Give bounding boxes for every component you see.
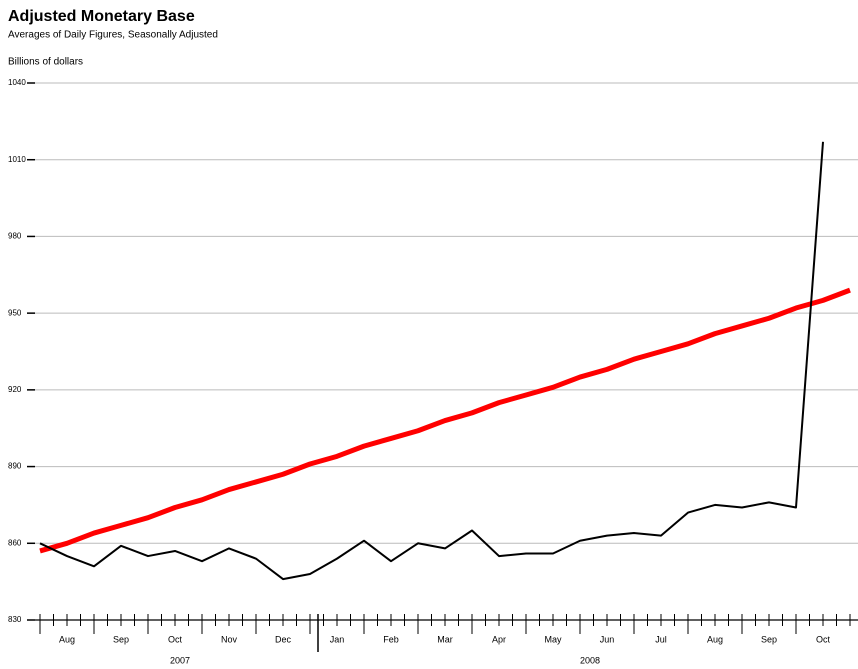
y-tick-label: 950 <box>8 308 22 317</box>
x-tick-label: Jan <box>330 634 345 644</box>
x-tick-label: Aug <box>707 634 723 644</box>
x-tick-label: Jun <box>600 634 615 644</box>
x-tick-label: Dec <box>275 634 292 644</box>
year-label: 2008 <box>580 655 600 665</box>
x-tick-label: Aug <box>59 634 75 644</box>
x-tick-label: Oct <box>816 634 831 644</box>
y-tick-label: 860 <box>8 538 22 547</box>
x-tick-label: Jul <box>655 634 667 644</box>
series-line <box>39 287 851 554</box>
x-tick-label: Feb <box>383 634 399 644</box>
x-tick-label: Mar <box>437 634 453 644</box>
x-tick-label: Sep <box>761 634 777 644</box>
chart-title: Adjusted Monetary Base <box>8 8 195 25</box>
year-label: 2007 <box>170 655 190 665</box>
y-tick-label: 1040 <box>8 78 26 87</box>
y-tick-label: 890 <box>8 462 22 471</box>
y-tick-label: 980 <box>8 232 22 241</box>
x-tick-label: May <box>544 634 562 644</box>
y-axis-label: Billions of dollars <box>8 57 83 68</box>
x-tick-label: Apr <box>492 634 506 644</box>
chart-subtitle: Averages of Daily Figures, Seasonally Ad… <box>8 30 218 41</box>
x-tick-label: Sep <box>113 634 129 644</box>
y-tick-label: 1010 <box>8 155 26 164</box>
y-tick-label: 830 <box>8 615 22 624</box>
x-tick-label: Oct <box>168 634 183 644</box>
series-line <box>39 141 824 581</box>
y-tick-label: 920 <box>8 385 22 394</box>
x-tick-label: Nov <box>221 634 238 644</box>
